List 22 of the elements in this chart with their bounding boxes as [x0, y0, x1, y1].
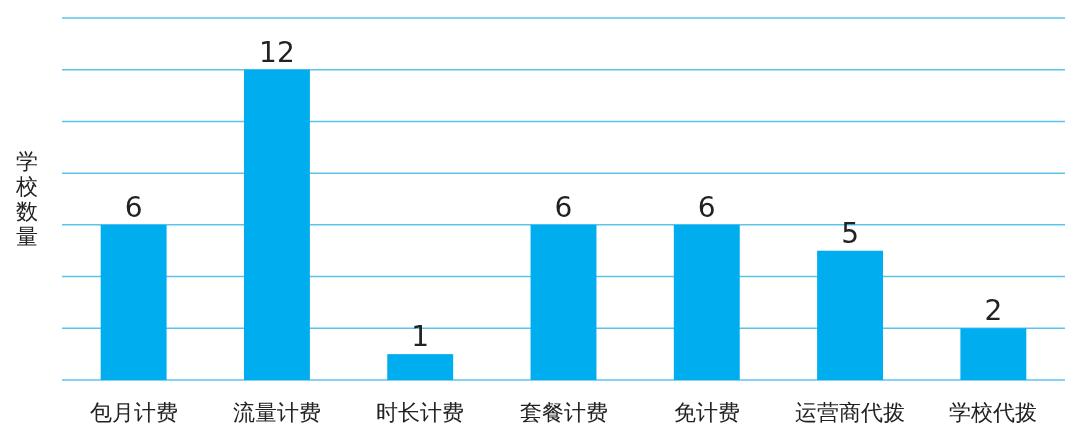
data-label: 6	[697, 190, 716, 224]
bar	[817, 250, 884, 380]
bar	[960, 328, 1027, 380]
data-label: 2	[984, 294, 1003, 328]
bar	[530, 224, 597, 380]
x-tick-label: 学校代拨	[949, 400, 1038, 425]
data-label: 1	[411, 320, 430, 354]
x-tick-label: 套餐计费	[519, 400, 608, 425]
x-tick-label: 包月计费	[89, 400, 178, 425]
x-tick-label: 免计费	[673, 400, 740, 425]
bar	[387, 354, 454, 380]
bar	[100, 224, 167, 380]
data-label: 12	[259, 35, 295, 69]
x-tick-label: 运营商代拨	[795, 400, 906, 425]
y-axis-title: 学校数量	[15, 149, 38, 249]
x-tick-label: 时长计费	[376, 400, 465, 425]
bar	[243, 69, 310, 380]
data-label: 6	[554, 190, 573, 224]
bar	[673, 224, 740, 380]
data-label: 6	[124, 190, 143, 224]
data-label: 5	[841, 216, 859, 250]
x-tick-label: 流量计费	[232, 400, 321, 425]
